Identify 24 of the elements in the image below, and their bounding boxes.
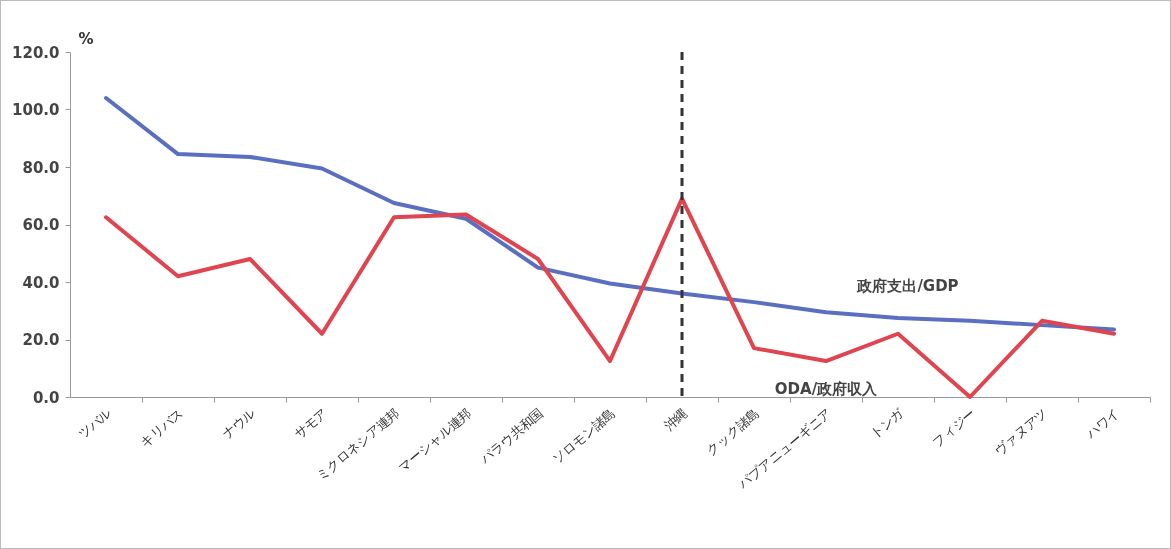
x-tick-label: ナウル [218, 404, 259, 442]
x-tick-label: ソロモン諸島 [548, 404, 619, 467]
x-tick-label: キリバス [136, 404, 187, 450]
x-tick-label: ヴァヌアツ [990, 404, 1051, 459]
x-tick-label: 沖縄 [660, 404, 691, 434]
x-tick-label: トンガ [866, 404, 908, 442]
y-tick-label: 80.0 [22, 158, 60, 177]
x-tick-label: ハワイ [1082, 404, 1123, 443]
y-tick-label: 40.0 [22, 273, 60, 292]
x-tick-label: クック諸島 [702, 404, 763, 459]
y-tick-label: 0.0 [32, 388, 60, 407]
line-series [104, 96, 1116, 332]
y-axis-title: % [78, 29, 94, 48]
x-tick-label: フィジー [928, 404, 979, 450]
y-tick-label: 120.0 [12, 43, 60, 62]
x-tick-label: サモア [290, 404, 331, 442]
y-tick-label: 60.0 [22, 216, 60, 234]
line-series [104, 196, 1116, 399]
series-label: 政府支出/GDP [856, 276, 959, 295]
series-label: ODA/政府収入 [774, 380, 879, 399]
y-tick-label: 20.0 [22, 331, 60, 349]
x-tick-label: パラウ共和国 [476, 404, 547, 468]
y-tick-label: 100.0 [12, 101, 60, 119]
x-tick-label: ツバル [74, 404, 115, 442]
